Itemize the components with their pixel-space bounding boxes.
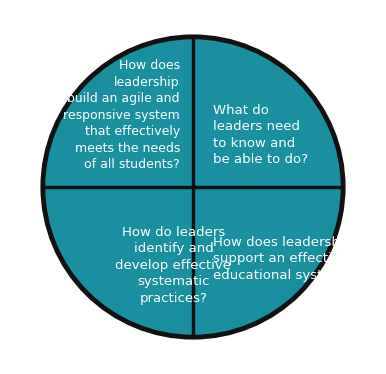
Text: What do
leaders need
to know and
be able to do?: What do leaders need to know and be able… (213, 104, 308, 166)
Circle shape (43, 37, 343, 337)
Text: How does leadership
support an effective
educational system?: How does leadership support an effective… (213, 236, 352, 282)
Text: How does
leadership
build an agile and
responsive system
that effectively
meets : How does leadership build an agile and r… (63, 59, 180, 171)
Text: How do leaders
identify and
develop effective
systematic
practices?: How do leaders identify and develop effe… (115, 226, 232, 305)
